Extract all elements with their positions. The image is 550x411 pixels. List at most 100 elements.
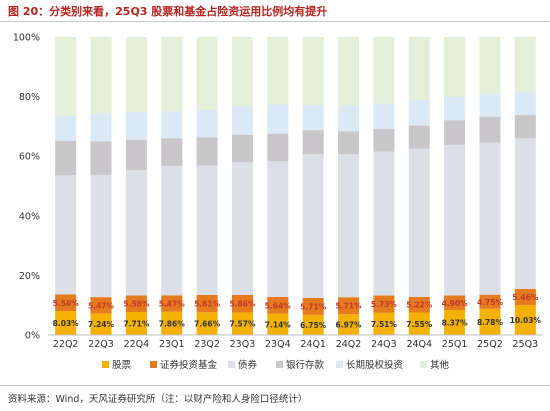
- bar-segment-2: [196, 294, 218, 313]
- x-tick-label: 24Q3: [371, 339, 397, 350]
- data-label: 7.14%: [265, 320, 292, 329]
- data-label: 4.75%: [477, 298, 504, 307]
- bar-segment-5: [302, 105, 324, 131]
- data-label: 7.24%: [88, 320, 115, 329]
- bar-segment-4: [408, 125, 430, 149]
- bar-segment-2: [231, 294, 253, 313]
- data-label: 5.73%: [371, 300, 398, 309]
- bar-segment-3: [55, 175, 77, 295]
- data-label: 8.78%: [477, 318, 504, 327]
- bar-segment-4: [125, 139, 147, 171]
- bar-segment-6: [125, 37, 147, 113]
- bar-segment-5: [514, 91, 536, 115]
- bar-segment-3: [196, 165, 218, 295]
- bar-segment-4: [231, 134, 253, 163]
- bar-segment-3: [514, 138, 536, 289]
- x-tick-label: 23Q4: [265, 339, 291, 350]
- legend-swatch-4: [276, 361, 283, 368]
- bar-segment-6: [231, 37, 253, 107]
- x-tick-label: 22Q4: [124, 339, 150, 350]
- bar-segment-3: [408, 148, 430, 297]
- bar-segment-3: [90, 174, 112, 298]
- bar-segment-2: [373, 295, 395, 313]
- bar-segment-4: [373, 128, 395, 152]
- bar-segment-1: [90, 313, 112, 335]
- legend-label-2: 证券投资基金: [160, 359, 218, 371]
- bar-segment-4: [479, 116, 501, 143]
- legend-swatch-5: [336, 361, 343, 368]
- y-tick-label: 20%: [19, 271, 40, 282]
- x-tick-label: 24Q2: [336, 339, 362, 350]
- bar-segment-1: [55, 311, 77, 335]
- y-tick-label: 0%: [25, 331, 40, 342]
- data-label: 7.51%: [371, 320, 398, 329]
- bar-segment-1: [161, 311, 183, 335]
- bar-segment-3: [373, 151, 395, 296]
- bar-segment-4: [267, 133, 289, 162]
- bar-segment-2: [125, 295, 147, 313]
- bar-segment-5: [90, 113, 112, 142]
- bar-segment-5: [125, 112, 147, 140]
- legend-label-5: 长期股权投资: [346, 359, 404, 371]
- bar-segment-4: [90, 141, 112, 175]
- data-label: 5.58%: [123, 300, 150, 309]
- bar-segment-4: [302, 130, 324, 155]
- bar-segment-5: [444, 96, 466, 121]
- footer-divider: [0, 385, 550, 386]
- bar-segment-5: [55, 115, 77, 142]
- bar-segment-1: [514, 305, 536, 335]
- bar-segment-6: [408, 37, 430, 100]
- bar-segment-5: [161, 111, 183, 139]
- data-label: 4.90%: [442, 299, 469, 308]
- bar-segment-1: [338, 314, 360, 335]
- bar-segment-5: [408, 99, 430, 126]
- bar-segment-3: [267, 161, 289, 297]
- bar-segment-6: [479, 37, 501, 95]
- data-label: 8.03%: [53, 319, 80, 328]
- legend-swatch-2: [150, 361, 157, 368]
- bar-segment-6: [444, 37, 466, 97]
- data-label: 7.66%: [194, 320, 221, 329]
- data-label: 5.71%: [300, 302, 327, 311]
- x-tick-label: 25Q1: [442, 339, 468, 350]
- y-tick-label: 80%: [19, 92, 40, 103]
- bar-segment-2: [444, 295, 466, 311]
- chart-title: 图 20：分类别来看，25Q3 股票和基金占险资运用比例均有提升: [8, 5, 328, 18]
- data-label: 5.71%: [336, 302, 363, 311]
- bar-segment-2: [267, 296, 289, 314]
- bar-segment-5: [479, 94, 501, 117]
- y-tick-label: 100%: [13, 33, 40, 44]
- bar-segment-6: [338, 37, 360, 106]
- bar-segment-6: [373, 37, 395, 104]
- bar-segment-2: [90, 297, 112, 314]
- bar-segment-1: [373, 312, 395, 335]
- bar-segment-6: [514, 37, 536, 92]
- x-tick-label: 24Q1: [300, 339, 326, 350]
- data-label: 7.57%: [229, 320, 256, 329]
- bar-segment-2: [161, 295, 183, 312]
- bar-segment-6: [90, 37, 112, 114]
- bar-segment-5: [231, 106, 253, 135]
- bar-segment-3: [125, 170, 147, 296]
- bar-segment-3: [479, 142, 501, 295]
- bar-segment-1: [231, 312, 253, 335]
- legend-swatch-3: [228, 361, 235, 368]
- legend-label-4: 银行存款: [286, 359, 325, 371]
- bar-segment-5: [196, 109, 218, 138]
- data-label: 6.75%: [300, 321, 327, 330]
- data-label: 5.47%: [88, 301, 115, 310]
- data-label: 5.86%: [229, 300, 256, 309]
- x-tick-label: 22Q2: [53, 339, 79, 350]
- bar-segment-3: [444, 144, 466, 296]
- bar-segment-5: [267, 104, 289, 134]
- bar-segment-4: [338, 131, 360, 155]
- bar-segment-2: [338, 297, 360, 315]
- bar-segment-1: [196, 312, 218, 335]
- data-label: 5.64%: [265, 301, 292, 310]
- bar-segment-3: [338, 154, 360, 298]
- bar-segment-3: [302, 154, 324, 298]
- bar-segment-6: [267, 37, 289, 105]
- data-label: 6.97%: [336, 321, 363, 330]
- bar-segment-6: [55, 37, 77, 116]
- x-tick-label: 25Q3: [513, 339, 539, 350]
